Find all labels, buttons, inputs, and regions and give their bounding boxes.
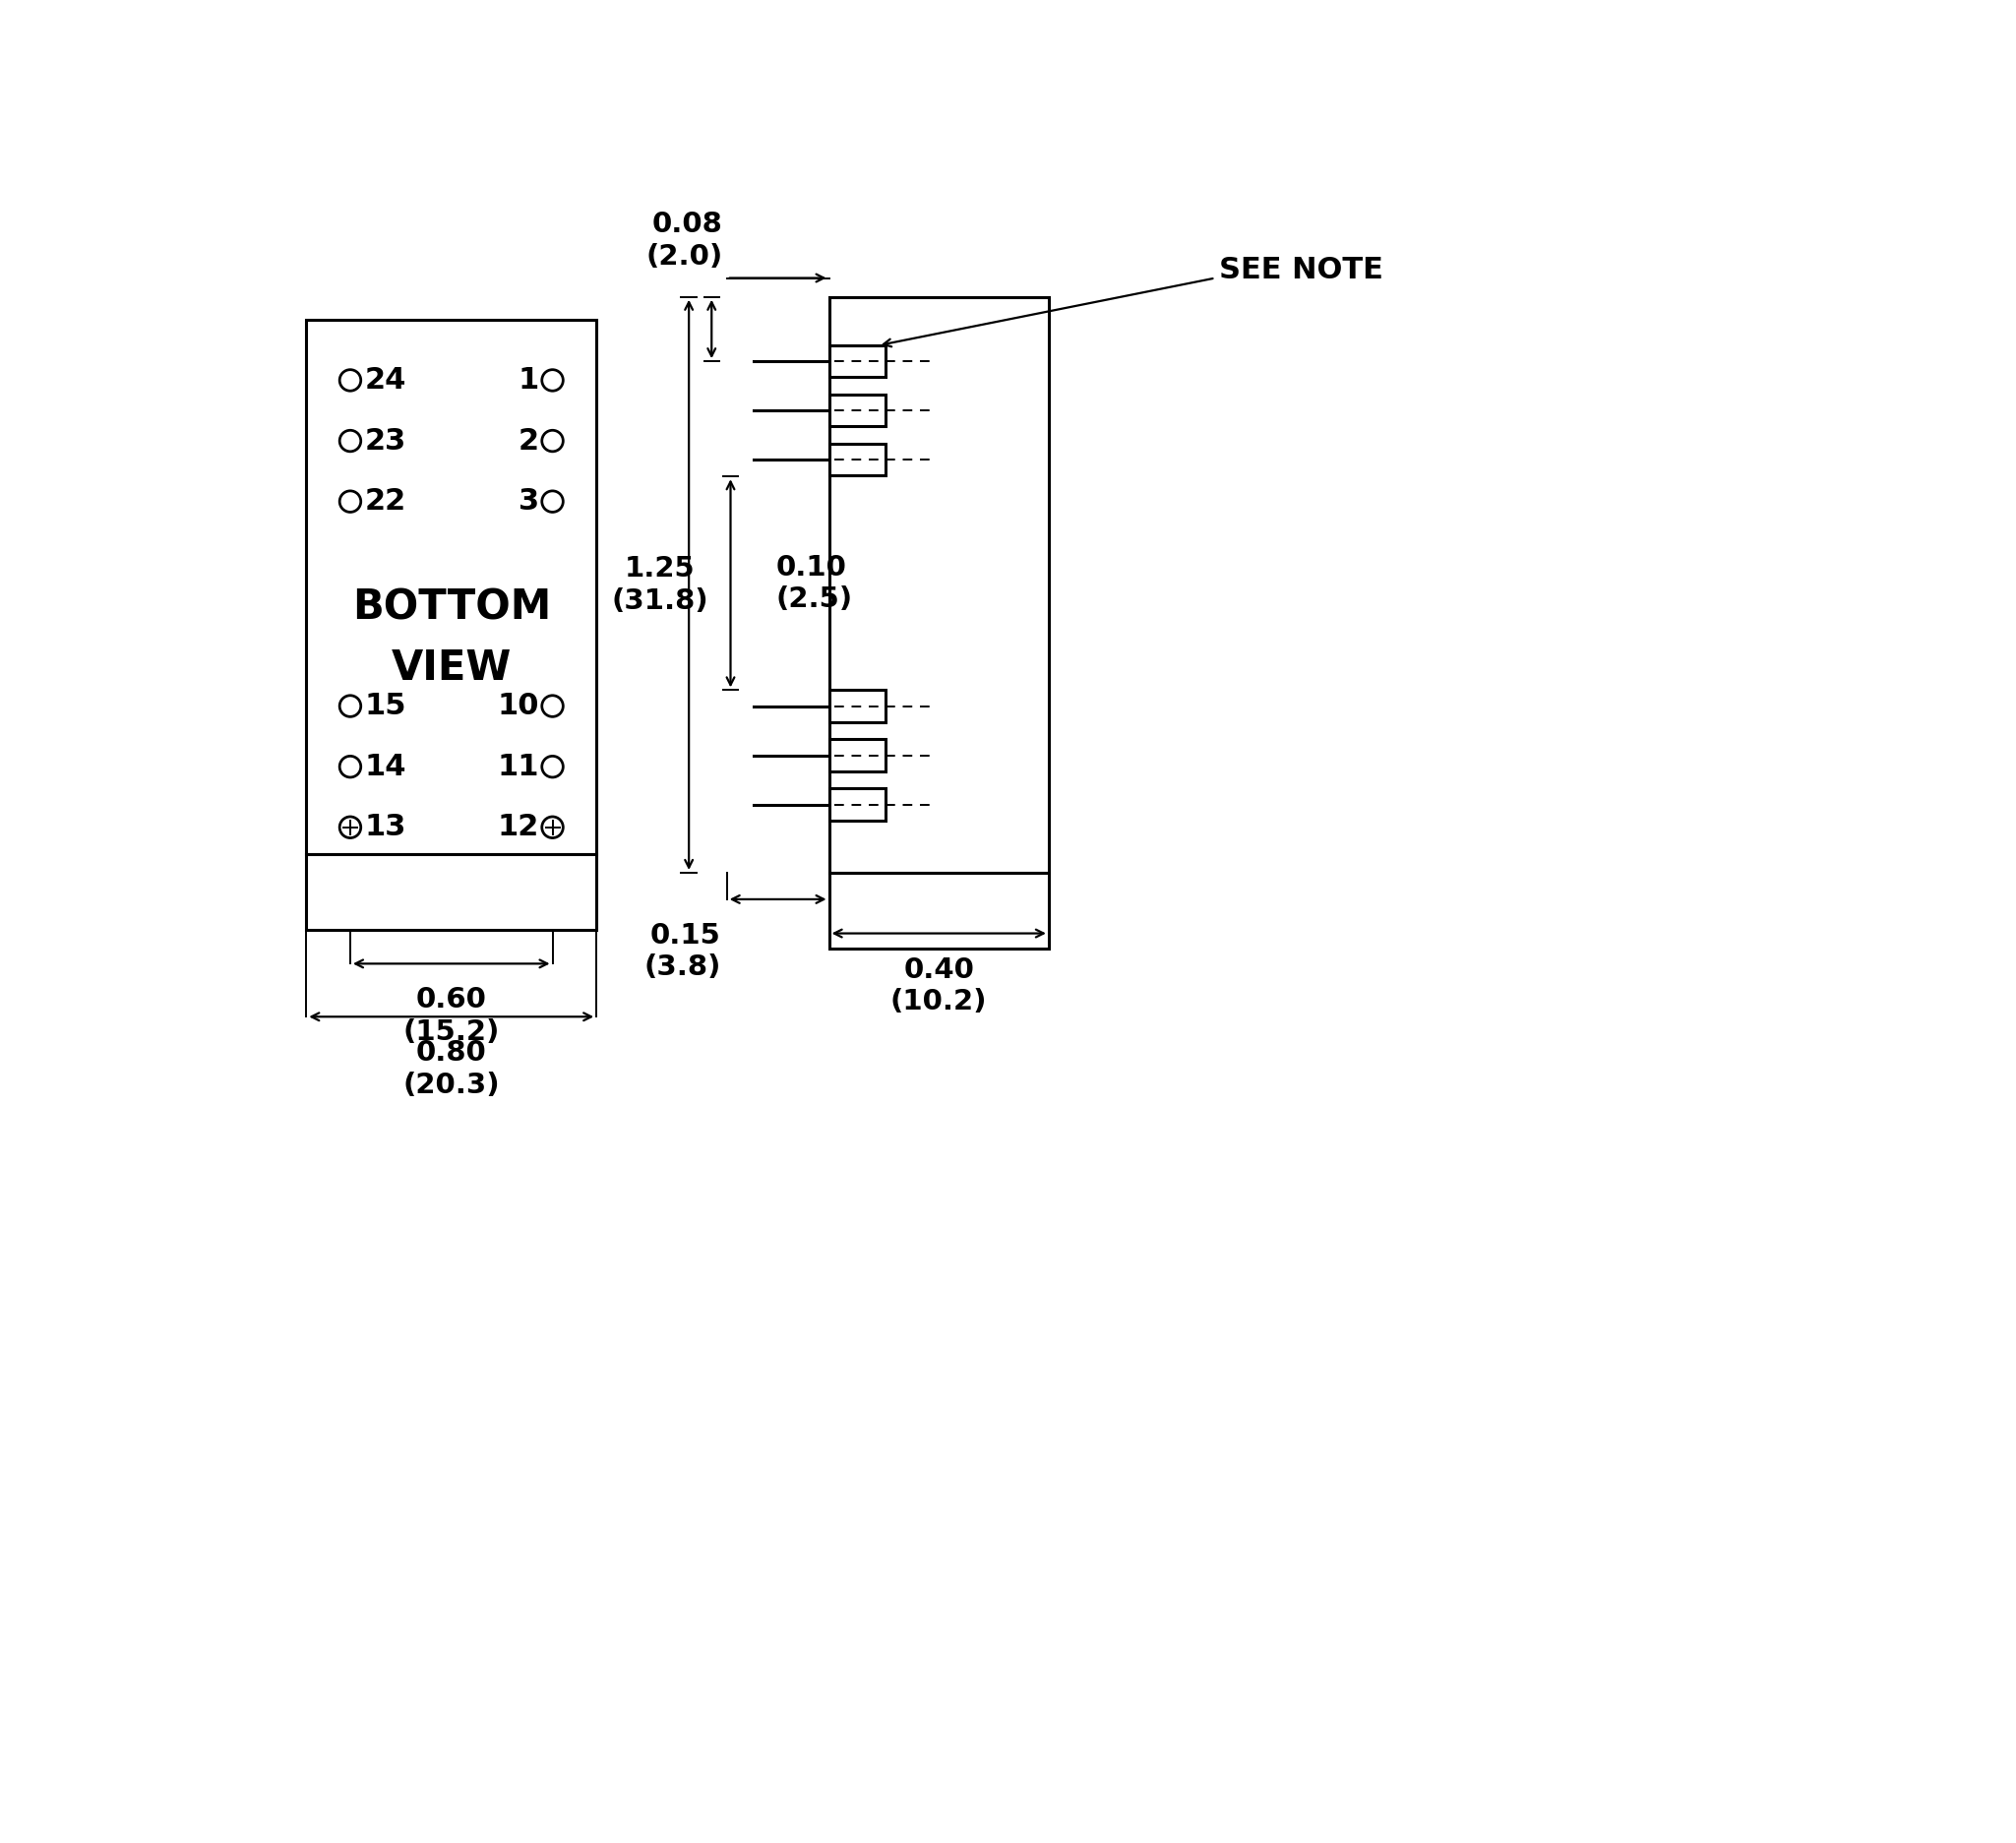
Bar bbox=[829, 394, 885, 426]
Text: 11: 11 bbox=[498, 752, 538, 781]
Text: 23: 23 bbox=[365, 426, 405, 455]
Bar bbox=[829, 444, 885, 475]
Bar bbox=[306, 319, 597, 853]
Text: 0.15
(3.8): 0.15 (3.8) bbox=[643, 922, 720, 982]
Text: 1: 1 bbox=[518, 367, 538, 394]
Circle shape bbox=[542, 490, 562, 512]
Circle shape bbox=[339, 695, 361, 717]
Circle shape bbox=[542, 695, 562, 717]
Circle shape bbox=[542, 816, 562, 839]
Text: VIEW: VIEW bbox=[391, 647, 512, 689]
Bar bbox=[829, 739, 885, 770]
Bar bbox=[829, 789, 885, 820]
Text: 1.25
(31.8): 1.25 (31.8) bbox=[611, 555, 708, 614]
Text: 0.60
(15.2): 0.60 (15.2) bbox=[403, 986, 500, 1045]
Text: 10: 10 bbox=[498, 691, 538, 721]
Text: 24: 24 bbox=[365, 367, 407, 394]
Bar bbox=[306, 853, 597, 929]
Text: SEE NOTE: SEE NOTE bbox=[1220, 256, 1383, 284]
Text: 0.08
(2.0): 0.08 (2.0) bbox=[645, 210, 724, 271]
Circle shape bbox=[542, 429, 562, 452]
Text: BOTTOM: BOTTOM bbox=[353, 586, 550, 628]
Circle shape bbox=[542, 370, 562, 391]
Text: 13: 13 bbox=[365, 813, 407, 842]
Bar bbox=[829, 874, 1048, 949]
Circle shape bbox=[339, 429, 361, 452]
Bar bbox=[829, 345, 885, 378]
Text: 0.10
(2.5): 0.10 (2.5) bbox=[776, 553, 853, 614]
Text: 3: 3 bbox=[518, 487, 538, 516]
Text: 22: 22 bbox=[365, 487, 405, 516]
Text: 0.40
(10.2): 0.40 (10.2) bbox=[891, 957, 988, 1015]
Circle shape bbox=[339, 816, 361, 839]
Circle shape bbox=[542, 756, 562, 778]
Text: 14: 14 bbox=[365, 752, 407, 781]
Circle shape bbox=[339, 756, 361, 778]
Circle shape bbox=[339, 370, 361, 391]
Circle shape bbox=[339, 490, 361, 512]
Bar bbox=[829, 689, 885, 722]
Text: 2: 2 bbox=[518, 426, 538, 455]
Text: 12: 12 bbox=[498, 813, 538, 842]
Text: 0.80
(20.3): 0.80 (20.3) bbox=[403, 1039, 500, 1098]
Bar bbox=[829, 297, 1048, 874]
Text: 15: 15 bbox=[365, 691, 407, 721]
